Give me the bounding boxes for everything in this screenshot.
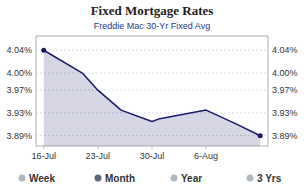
plot-frame bbox=[36, 36, 268, 146]
footer-label: Month bbox=[105, 173, 135, 184]
y-tick-label: 3.89% bbox=[6, 131, 32, 141]
footer-bullet bbox=[95, 175, 102, 182]
y-tick-label: 4.00% bbox=[6, 68, 32, 78]
x-tick bbox=[43, 146, 44, 149]
footer-bullet bbox=[19, 175, 26, 182]
y2-tick-label: 4.04% bbox=[272, 45, 298, 55]
y2-tick-label: 3.93% bbox=[272, 108, 298, 118]
point bbox=[258, 133, 263, 138]
y2-tick-label: 3.89% bbox=[272, 131, 298, 141]
chart: Fixed Mortgage Rates Freddie Mac 30-Yr Fi… bbox=[0, 0, 304, 192]
x-tick-label: 23-Jul bbox=[86, 151, 111, 161]
footer-label: Year bbox=[181, 173, 202, 184]
plot-marks bbox=[41, 48, 263, 146]
footer-bullet bbox=[247, 175, 254, 182]
x-tick bbox=[206, 146, 207, 149]
grid-line bbox=[36, 50, 268, 51]
y2-tick-label: 4.00% bbox=[272, 68, 298, 78]
point bbox=[41, 48, 46, 53]
footer-bullet bbox=[171, 175, 178, 182]
plot-background bbox=[36, 36, 268, 146]
x-tick-label: 16-Jul bbox=[31, 151, 56, 161]
area bbox=[44, 50, 261, 146]
x-tick bbox=[97, 146, 98, 149]
line bbox=[44, 50, 261, 135]
y-tick-label: 3.93% bbox=[6, 108, 32, 118]
y-tick-label: 3.97% bbox=[6, 85, 32, 95]
x-tick-label: 30-Jul bbox=[140, 151, 165, 161]
title: Fixed Mortgage Rates bbox=[91, 3, 214, 18]
footer-label: 3 Yrs bbox=[257, 173, 282, 184]
subtitle: Freddie Mac 30-Yr Fixed Avg bbox=[94, 21, 210, 31]
x-tick-label: 6-Aug bbox=[194, 151, 218, 161]
y2-tick-label: 3.97% bbox=[272, 85, 298, 95]
y-tick-label: 4.04% bbox=[6, 45, 32, 55]
x-tick bbox=[152, 146, 153, 149]
footer-label: Week bbox=[29, 173, 55, 184]
